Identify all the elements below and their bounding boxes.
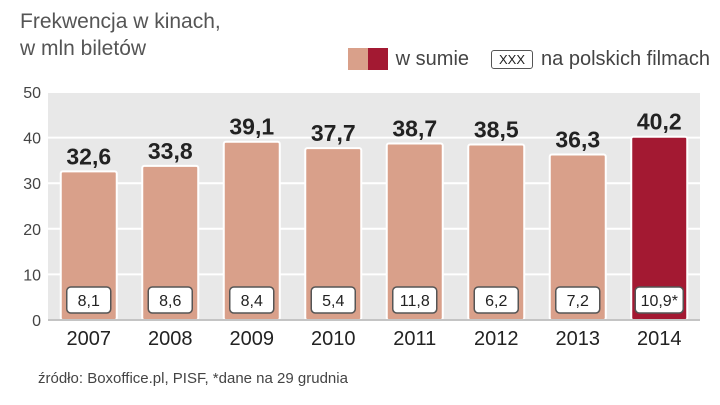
y-tick-label: 0 — [32, 313, 41, 330]
polish-value-2012: 6,2 — [485, 293, 507, 310]
polish-value-2008: 8,6 — [159, 293, 181, 310]
polish-box-2012 — [473, 286, 519, 314]
y-tick-label: 30 — [23, 176, 41, 193]
x-tick-label-2010: 2010 — [311, 328, 356, 350]
polish-box-2009 — [229, 286, 275, 314]
polish-value-2009: 8,4 — [241, 293, 263, 310]
polish-box-2011 — [392, 286, 438, 314]
value-label-2012: 38,5 — [474, 116, 519, 142]
y-tick-label: 10 — [23, 267, 41, 284]
value-label-2008: 33,8 — [148, 138, 193, 164]
value-label-2007: 32,6 — [66, 143, 111, 169]
value-label-2011: 38,7 — [392, 116, 437, 142]
x-tick-label-2009: 2009 — [230, 328, 275, 350]
source-note: źródło: Boxoffice.pl, PISF, *dane na 29 … — [38, 370, 348, 387]
legend-total-swatch — [347, 48, 388, 70]
value-label-2010: 37,7 — [311, 120, 356, 146]
polish-value-2014: 10,9* — [641, 293, 678, 310]
value-label-2014: 40,2 — [637, 109, 682, 135]
legend-polish-label: na polskich filmach — [541, 47, 710, 70]
x-tick-label-2011: 2011 — [393, 328, 436, 350]
chart-title-line1: Frekwencja w kinach, — [20, 10, 221, 33]
value-label-2009: 39,1 — [229, 114, 274, 140]
polish-box-2008 — [147, 286, 193, 314]
x-tick-label-2007: 2007 — [67, 328, 112, 350]
polish-value-2011: 11,8 — [400, 293, 430, 310]
polish-box-2010 — [310, 286, 356, 314]
polish-box-2007 — [66, 286, 112, 314]
polish-box-2013 — [555, 286, 601, 314]
value-label-2013: 36,3 — [555, 126, 600, 152]
y-tick-label: 40 — [23, 131, 41, 148]
polish-box-2014 — [634, 286, 684, 314]
legend-total-label: w sumie — [395, 47, 470, 70]
polish-value-2007: 8,1 — [78, 293, 100, 310]
x-tick-label-2012: 2012 — [474, 328, 519, 350]
polish-value-2010: 5,4 — [322, 293, 344, 310]
x-tick-label-2008: 2008 — [148, 328, 193, 350]
y-tick-label: 50 — [23, 85, 41, 102]
chart-title: Frekwencja w kinach, w mln biletów — [20, 8, 221, 62]
x-tick-label-2014: 2014 — [637, 328, 682, 350]
legend-polish-marker: XXX — [491, 49, 534, 69]
y-tick-label: 20 — [23, 222, 41, 239]
x-tick-label-2013: 2013 — [556, 328, 601, 350]
polish-value-2013: 7,2 — [567, 293, 589, 310]
legend: w sumie XXX na polskich filmach — [347, 44, 710, 74]
chart-subtitle: w mln biletów — [20, 37, 147, 60]
